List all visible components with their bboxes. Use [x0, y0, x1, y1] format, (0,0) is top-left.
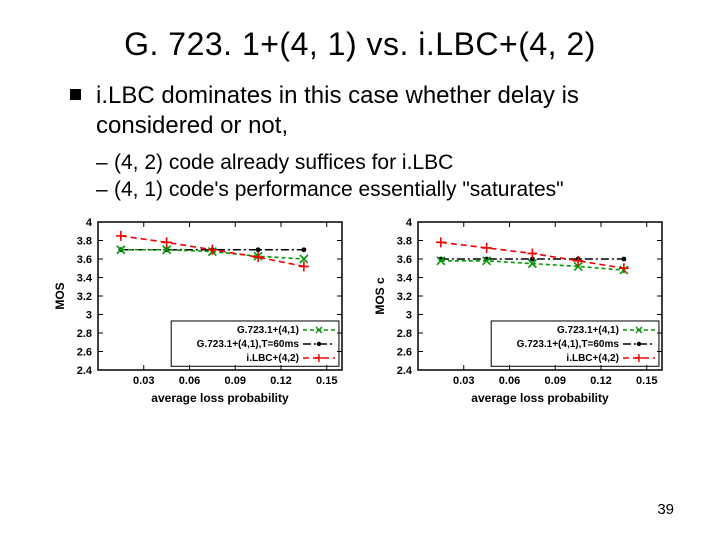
svg-text:3: 3	[406, 309, 412, 321]
svg-text:0.12: 0.12	[590, 375, 611, 387]
svg-text:2.4: 2.4	[397, 365, 413, 377]
svg-text:average loss probability: average loss probability	[151, 391, 289, 405]
svg-text:3.8: 3.8	[397, 235, 412, 247]
svg-text:4: 4	[406, 217, 413, 229]
svg-text:G.723.1+(4,1),T=60ms: G.723.1+(4,1),T=60ms	[197, 339, 300, 350]
slide-title: G. 723. 1+(4, 1) vs. i.LBC+(4, 2)	[40, 26, 680, 63]
svg-text:G.723.1+(4,1): G.723.1+(4,1)	[557, 325, 619, 336]
svg-text:i.LBC+(4,2): i.LBC+(4,2)	[566, 353, 619, 364]
chart-right: 0.03 0.06 0.09 0.12 0.15 2.4 2.6 2.8 3 3.2 3.4 3.6 3…	[370, 212, 670, 417]
svg-text:3.8: 3.8	[77, 235, 92, 247]
svg-text:i.LBC+(4,2): i.LBC+(4,2)	[246, 353, 299, 364]
svg-text:2.6: 2.6	[397, 346, 412, 358]
svg-text:0.03: 0.03	[453, 375, 474, 387]
chart-svg: 0.03 0.06 0.09 0.12 0.15 2.4 2.6 2.8 3 3.2 3.4 3.6 3…	[50, 212, 350, 412]
svg-text:3.2: 3.2	[397, 291, 412, 303]
sub-bullet-list: (4, 2) code already suffices for i.LBC (…	[96, 149, 680, 204]
svg-text:3: 3	[86, 309, 92, 321]
svg-text:MOS: MOS	[53, 282, 67, 309]
charts-row: 0.03 0.06 0.09 0.12 0.15 2.4 2.6 2.8 3 3.2 3.4 3.6 3…	[50, 212, 670, 417]
svg-text:3.2: 3.2	[77, 291, 92, 303]
svg-text:0.15: 0.15	[636, 375, 657, 387]
svg-text:0.09: 0.09	[225, 375, 246, 387]
svg-text:3.6: 3.6	[77, 254, 92, 266]
svg-text:3.6: 3.6	[397, 254, 412, 266]
bullet-list: i.LBC dominates in this case whether del…	[70, 81, 680, 141]
sub-bullet-2: (4, 1) code's performance essentially "s…	[96, 176, 680, 203]
svg-text:3.4: 3.4	[77, 272, 93, 284]
bullet-main: i.LBC dominates in this case whether del…	[70, 81, 680, 141]
svg-text:2.6: 2.6	[77, 346, 92, 358]
svg-text:0.12: 0.12	[270, 375, 291, 387]
svg-text:G.723.1+(4,1),T=60ms: G.723.1+(4,1),T=60ms	[517, 339, 620, 350]
page-number: 39	[657, 501, 674, 518]
sub-bullet-1: (4, 2) code already suffices for i.LBC	[96, 149, 680, 176]
svg-text:3.4: 3.4	[397, 272, 413, 284]
chart-svg: 0.03 0.06 0.09 0.12 0.15 2.4 2.6 2.8 3 3.2 3.4 3.6 3…	[370, 212, 670, 412]
svg-text:2.4: 2.4	[77, 365, 93, 377]
svg-text:2.8: 2.8	[397, 328, 412, 340]
svg-text:0.06: 0.06	[179, 375, 200, 387]
svg-text:4: 4	[86, 217, 93, 229]
svg-text:2.8: 2.8	[77, 328, 92, 340]
chart-left: 0.03 0.06 0.09 0.12 0.15 2.4 2.6 2.8 3 3.2 3.4 3.6 3…	[50, 212, 350, 417]
slide: G. 723. 1+(4, 1) vs. i.LBC+(4, 2) i.LBC …	[0, 0, 720, 540]
svg-text:0.03: 0.03	[133, 375, 154, 387]
svg-text:MOS c: MOS c	[373, 277, 387, 315]
svg-text:0.15: 0.15	[316, 375, 337, 387]
svg-text:average loss probability: average loss probability	[471, 391, 609, 405]
svg-text:G.723.1+(4,1): G.723.1+(4,1)	[237, 325, 299, 336]
svg-text:0.09: 0.09	[545, 375, 566, 387]
svg-text:0.06: 0.06	[499, 375, 520, 387]
